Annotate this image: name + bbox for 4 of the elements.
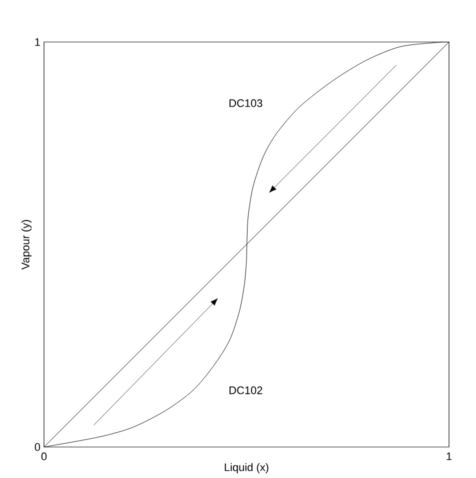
y-axis-title: Vapour (y)	[21, 220, 32, 270]
x-axis-title: Liquid (x)	[224, 463, 268, 474]
annotation: DC102	[230, 386, 262, 394]
annotation: DC103	[230, 99, 262, 108]
